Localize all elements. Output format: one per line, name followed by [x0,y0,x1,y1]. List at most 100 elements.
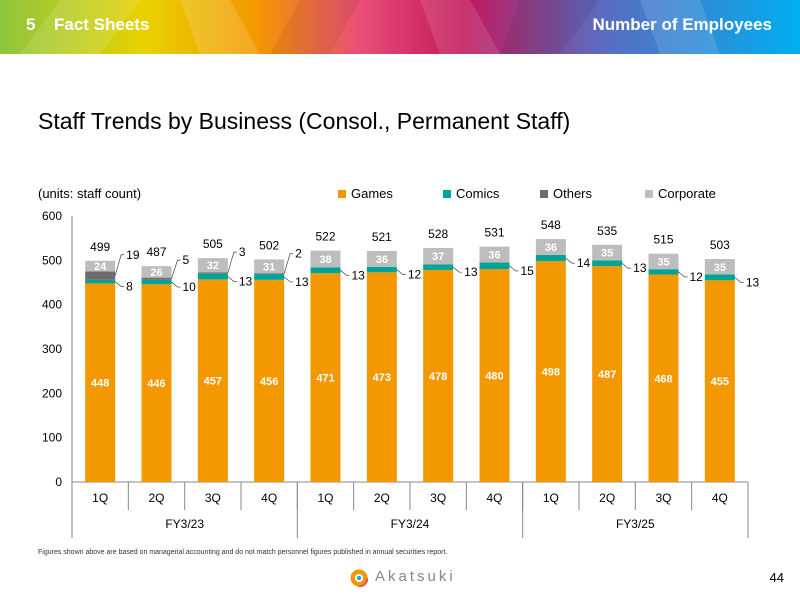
bar-segment [648,274,679,482]
data-label-total: 503 [710,238,730,252]
legend-label: Comics [456,186,500,201]
data-label-total: 487 [146,245,166,259]
x-tick-label: 2Q [599,491,615,505]
bar-segment [423,264,454,271]
leader-line [340,270,350,276]
stacked-bar-chart: (units: staff count) 0 100 200 300 400 500 600 G… [38,186,760,538]
y-tick-label: 300 [42,342,62,356]
bar-segment [85,260,116,272]
bar-segment [592,260,623,267]
data-label-comics: 13 [239,275,253,289]
data-label-games: 473 [373,372,391,384]
data-label-corporate: 24 [94,261,107,273]
data-label-total: 531 [484,226,504,240]
bar-segment [535,261,566,482]
leader-line [114,281,125,287]
bar-segment [479,269,510,482]
data-label-total: 502 [259,238,279,252]
data-label-corporate: 36 [376,254,388,266]
y-tick-label: 400 [42,298,62,312]
bar-segment [85,279,116,284]
leader-line [678,271,688,278]
data-label-comics: 13 [295,275,309,289]
data-label-comics: 8 [126,280,133,294]
data-label-comics: 15 [521,264,535,278]
leader-line [283,253,294,274]
legend-swatch [443,190,451,198]
data-label-total: 522 [315,230,335,244]
leader-line [227,276,237,282]
bar-segment [366,251,397,267]
data-label-corporate: 26 [150,267,162,279]
bar-segment [310,250,341,268]
data-label-total: 548 [541,218,561,232]
topic-title: Number of Employees [592,15,773,34]
x-tick-label: 3Q [655,491,671,505]
legend-swatch [540,190,548,198]
bar-segment [535,239,566,256]
leader-line [621,262,632,269]
leader-line [396,269,406,275]
bar-segment [197,258,228,273]
legend-swatch [645,190,653,198]
x-tick-label: 3Q [430,491,446,505]
legend-label: Corporate [658,186,716,201]
data-label-others: 2 [295,246,302,260]
data-label-total: 515 [653,233,673,247]
bar-segment [648,269,679,275]
leader-line [171,259,181,279]
bar-segment [254,273,285,275]
bar-segment [197,279,228,482]
data-label-comics: 13 [746,275,760,289]
leader-line [171,281,181,288]
data-label-corporate: 36 [545,242,557,254]
bar-segment [366,266,397,273]
leader-line [114,254,125,276]
data-label-comics: 13 [464,265,478,279]
data-label-corporate: 36 [488,250,500,262]
bar-segment [197,273,228,280]
data-label-corporate: 35 [657,256,669,268]
data-label-comics: 10 [183,280,197,294]
bar-segment [141,266,172,278]
x-tick-label: 1Q [543,491,559,505]
y-tick-label: 100 [42,431,62,445]
group-label: FY3/25 [616,517,655,531]
legend-swatch [338,190,346,198]
bar-segment [85,283,116,482]
data-label-others: 3 [239,245,246,259]
bar-segment [85,271,116,280]
bar-segment [592,244,623,261]
x-tick-label: 4Q [486,491,502,505]
data-label-games: 471 [316,373,334,385]
data-label-comics: 12 [690,270,704,284]
leader-line [227,251,237,274]
y-tick-label: 500 [42,253,62,267]
x-tick-label: 4Q [261,491,277,505]
bar-segment [141,279,172,285]
x-tick-label: 2Q [374,491,390,505]
data-label-total: 528 [428,227,448,241]
akatsuki-logo-icon [350,569,368,587]
data-label-games: 448 [91,378,109,390]
bar-segment [704,280,735,482]
section-header: 5 Fact Sheets Number of Employees [0,0,800,54]
data-label-games: 478 [429,371,447,383]
bar-segment [141,277,172,280]
bar-segment [254,259,285,274]
data-label-comics: 13 [633,261,647,275]
x-tick-label: 4Q [712,491,728,505]
leader-line [734,277,744,283]
data-label-corporate: 35 [601,248,613,260]
data-label-games: 498 [542,367,560,379]
bar-segment [254,279,285,482]
units-label: (units: staff count) [38,186,141,201]
x-tick-label: 3Q [205,491,221,505]
data-label-comics: 13 [352,268,366,282]
bar-segment [479,262,510,270]
data-label-corporate: 38 [319,254,331,266]
bar-segment [141,284,172,482]
bar-segment [704,274,735,281]
data-label-games: 446 [147,378,165,390]
leader-line [565,257,575,264]
